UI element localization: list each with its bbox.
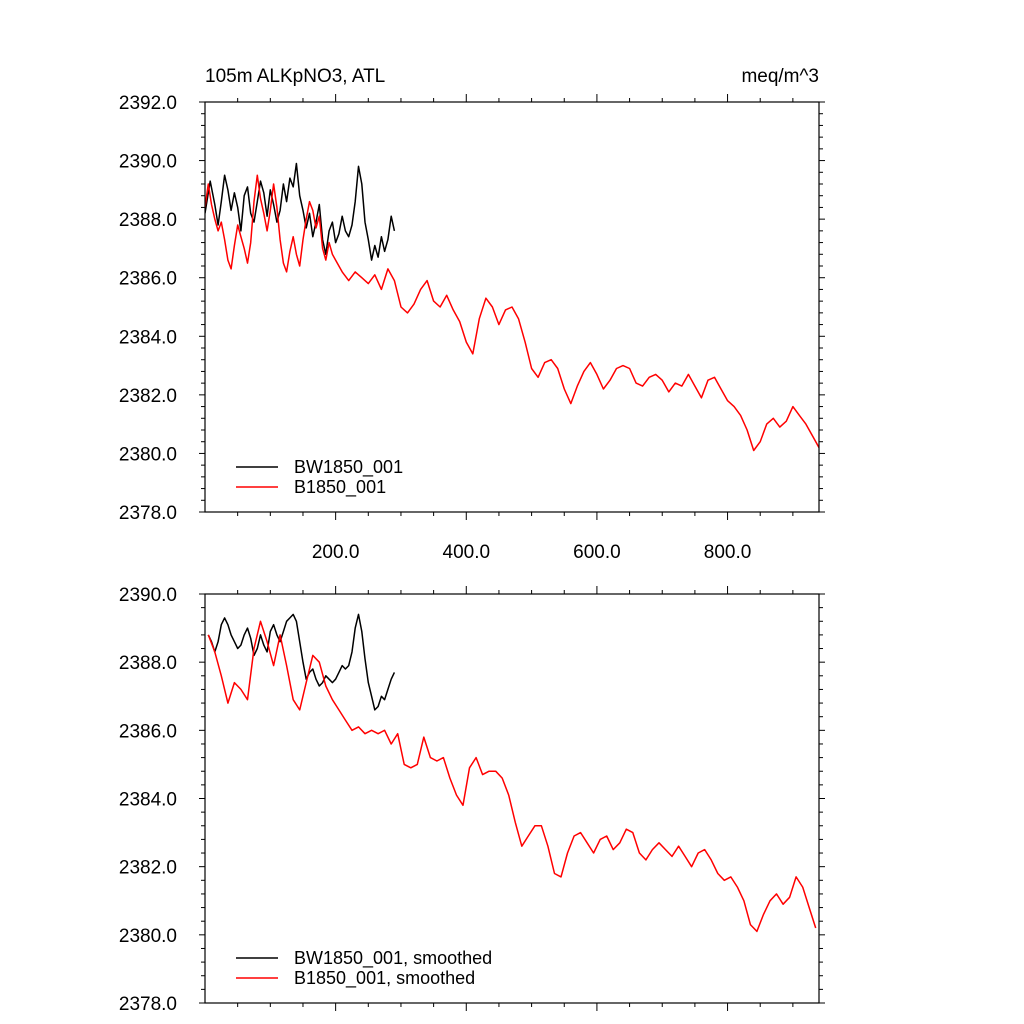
y-tick-label: 2380.0 (119, 444, 177, 465)
units-label: meq/m^3 (741, 66, 819, 87)
series-line-2 (205, 174, 819, 452)
legend-label-1: BW1850_001, smoothed (294, 948, 492, 969)
y-tick-label: 2386.0 (119, 721, 177, 742)
y-tick-label: 2382.0 (119, 858, 177, 879)
plot-frame (204, 101, 820, 513)
y-tick-label: 2390.0 (119, 152, 177, 173)
x-tick-label: 200.0 (312, 542, 360, 563)
y-tick-label: 2384.0 (119, 327, 177, 348)
y-tick-label: 2388.0 (119, 210, 177, 231)
legend-label-1: BW1850_001 (294, 457, 403, 478)
y-tick-label: 2390.0 (119, 585, 177, 606)
plot-frame (204, 593, 820, 1004)
x-tick-label: 400.0 (443, 542, 491, 563)
y-tick-label: 2382.0 (119, 386, 177, 407)
y-tick-label: 2392.0 (119, 93, 177, 114)
series-line-2 (207, 620, 817, 933)
y-tick-label: 2380.0 (119, 926, 177, 947)
legend-label-2: B1850_001 (294, 477, 386, 498)
x-tick-label: 800.0 (704, 542, 752, 563)
panel-2: 2378.0 2380.0 2382.0 2384.0 2386.0 2388.0 2390… (119, 585, 825, 1015)
legend-label-2: B1850_001, smoothed (294, 968, 475, 989)
chart-title: 105m ALKpNO3, ATL (205, 66, 385, 87)
series-line-1 (207, 613, 396, 711)
series-line-1 (205, 162, 396, 261)
y-tick-label: 2378.0 (119, 994, 177, 1015)
y-tick-label: 2388.0 (119, 653, 177, 674)
y-tick-label: 2384.0 (119, 790, 177, 811)
x-tick-label: 600.0 (573, 542, 621, 563)
y-tick-label: 2378.0 (119, 503, 177, 524)
panel-1: 2378.0 2380.0 2382.0 2384.0 2386.0 2388.0 2390… (119, 66, 825, 563)
y-tick-label: 2386.0 (119, 269, 177, 290)
